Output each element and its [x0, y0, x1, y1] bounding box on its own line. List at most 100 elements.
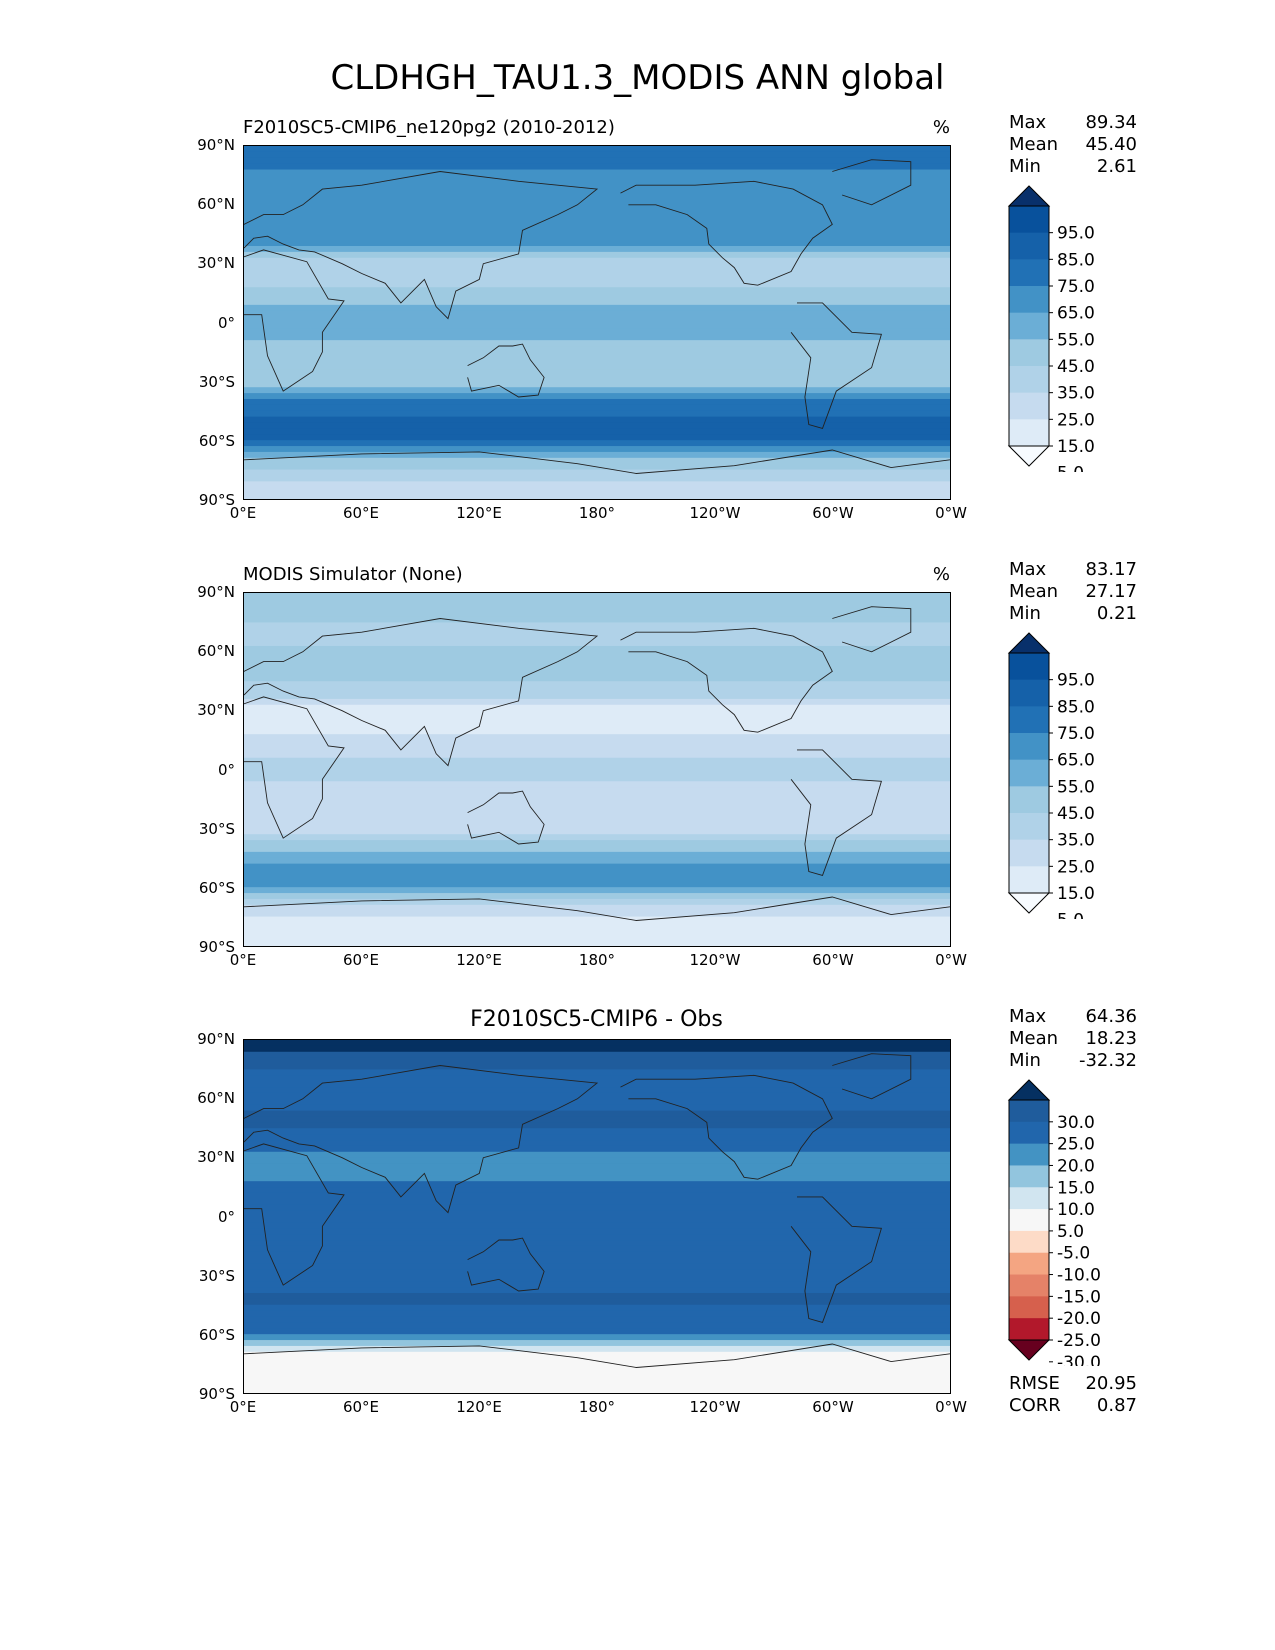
coastline: [832, 606, 912, 653]
heatmap-band: [244, 1122, 950, 1129]
coastline: [790, 302, 882, 429]
colorbar-tick-label: 30.0: [1057, 1113, 1095, 1133]
lon-tick-label: 120°E: [456, 951, 502, 969]
lat-tick-label: 60°S: [198, 431, 235, 450]
stat-value: 45.40: [1085, 134, 1137, 155]
colorbar-segment: [1009, 312, 1049, 340]
heatmap-band: [244, 269, 950, 277]
stat-label: Mean: [1009, 581, 1059, 602]
panel-2-heatmap: [244, 593, 950, 946]
colorbar-segment: [1009, 759, 1049, 787]
coastline: [832, 1053, 912, 1100]
heatmap-band: [244, 822, 950, 829]
panel-2-colorbar: 95.0 85.0 75.0 65.0 55.0 45.0 35.0 25.0 15.0 5.0: [1007, 632, 1095, 919]
colorbar-extend-max: [1007, 1079, 1051, 1101]
colorbar-segment: [1009, 653, 1049, 681]
colorbar-segment: [1009, 866, 1049, 894]
stat-label: CORR: [1009, 1395, 1061, 1416]
colorbar-tick-label: 35.0: [1057, 384, 1095, 404]
heatmap-band: [244, 604, 950, 612]
colorbar-extend-min: [1007, 892, 1051, 914]
heatmap-band: [244, 940, 950, 946]
heatmap-band: [244, 716, 950, 724]
heatmap-band: [244, 1281, 950, 1288]
heatmap-band: [244, 357, 950, 365]
coastline: [832, 159, 912, 206]
lon-tick-label: 60°E: [342, 1398, 380, 1416]
lat-tick-label: 60°S: [198, 1325, 235, 1344]
colorbar-tick-label: 10.0: [1057, 1200, 1095, 1220]
coastline: [244, 171, 599, 320]
heatmap-band: [244, 1375, 950, 1382]
heatmap-band: [244, 645, 950, 653]
lon-tick-label: 120°W: [689, 504, 741, 522]
heatmap-band: [244, 246, 950, 253]
heatmap-band: [244, 210, 950, 218]
heatmap-band: [244, 834, 950, 841]
heatmap-band: [244, 1134, 950, 1141]
colorbar-segment: [1009, 1252, 1049, 1276]
heatmap-band: [244, 1387, 950, 1393]
heatmap-band: [244, 1192, 950, 1200]
panel-2-units: %: [932, 564, 950, 585]
heatmap-band: [244, 434, 950, 441]
heatmap-band: [244, 1263, 950, 1271]
stat-max-row: Max 64.36: [1009, 1006, 1137, 1028]
colorbar-tick-label: 5.0: [1057, 464, 1084, 472]
stat-min-row: Min 0.21: [1009, 603, 1137, 625]
heatmap-band: [244, 481, 950, 488]
colorbar-segment: [1009, 1209, 1049, 1232]
heatmap-band: [244, 1245, 950, 1253]
heatmap-band: [244, 1340, 950, 1347]
heatmap-band: [244, 634, 950, 641]
stat-value: 64.36: [1085, 1006, 1137, 1027]
heatmap-band: [244, 1175, 950, 1182]
heatmap-band: [244, 851, 950, 859]
stat-min-row: Min 2.61: [1009, 156, 1137, 178]
heatmap-band: [244, 840, 950, 847]
heatmap-band: [244, 657, 950, 665]
heatmap-band: [244, 757, 950, 765]
lat-tick-label: 90°S: [198, 938, 235, 956]
colorbar-tick-label: 75.0: [1057, 277, 1095, 297]
heatmap-band: [244, 651, 950, 659]
stat-value: 20.95: [1085, 1373, 1137, 1394]
heatmap-band: [244, 887, 950, 894]
heatmap-band: [244, 440, 950, 447]
lat-tick-label: 90°S: [198, 491, 235, 509]
heatmap-band: [244, 1269, 950, 1276]
stat-label: Mean: [1009, 1028, 1059, 1049]
stat-label: Mean: [1009, 134, 1059, 155]
heatmap-band: [244, 663, 950, 671]
lon-tick-label: 120°W: [689, 1398, 741, 1416]
heatmap-band: [244, 1204, 950, 1212]
colorbar-segment: [1009, 419, 1049, 447]
heatmap-band: [244, 351, 950, 359]
lon-tick-label: 120°E: [456, 504, 502, 522]
heatmap-band: [244, 869, 950, 876]
lon-tick-label: 60°W: [812, 1398, 854, 1416]
colorbar-tick-label: 45.0: [1057, 804, 1095, 824]
colorbar-segment: [1009, 366, 1049, 394]
panel-3-map: [243, 1039, 951, 1394]
heatmap-band: [244, 169, 950, 177]
heatmap-band: [244, 1310, 950, 1318]
heatmap-band: [244, 1045, 950, 1053]
heatmap-band: [244, 1316, 950, 1323]
heatmap-band: [244, 404, 950, 412]
coastline: [620, 627, 833, 733]
heatmap-band: [244, 493, 950, 499]
colorbar-tick-label: 25.0: [1057, 410, 1095, 430]
colorbar-tick-label: -5.0: [1057, 1244, 1090, 1264]
colorbar-segment: [1009, 786, 1049, 814]
lon-tick-label: 0°E: [229, 951, 257, 969]
heatmap-band: [244, 1040, 950, 1047]
lat-tick-label: 60°N: [197, 642, 235, 661]
panel-2-stats: Max 83.17 Mean 27.17 Min 0.21: [1009, 559, 1137, 625]
heatmap-band: [244, 216, 950, 224]
lon-tick-label: 60°W: [812, 951, 854, 969]
colorbar-segment: [1009, 206, 1049, 234]
stat-mean-row: Mean 18.23: [1009, 1028, 1137, 1050]
lat-tick-label: 0°: [217, 1207, 235, 1226]
colorbar-segment: [1009, 1274, 1049, 1297]
